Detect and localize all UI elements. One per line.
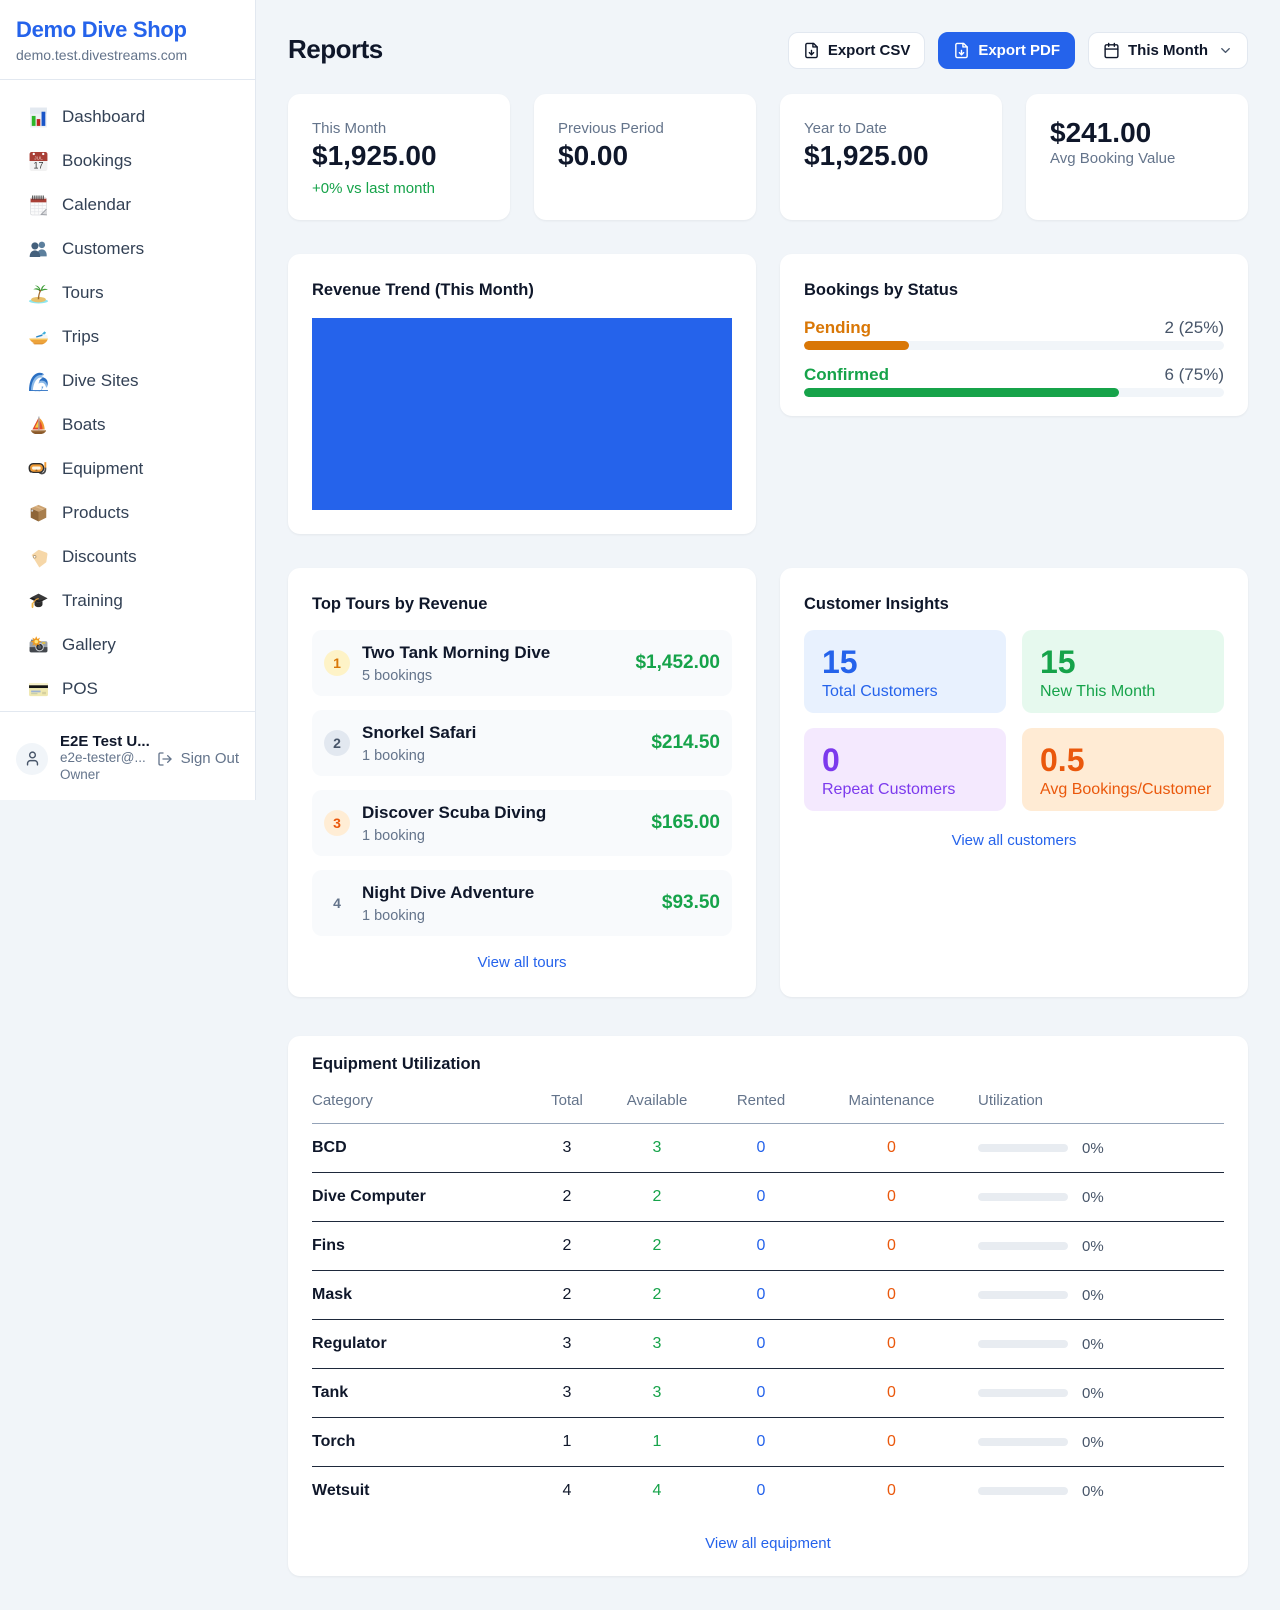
svg-text:17: 17 bbox=[34, 160, 44, 170]
svg-text:JUL: JUL bbox=[34, 155, 43, 161]
